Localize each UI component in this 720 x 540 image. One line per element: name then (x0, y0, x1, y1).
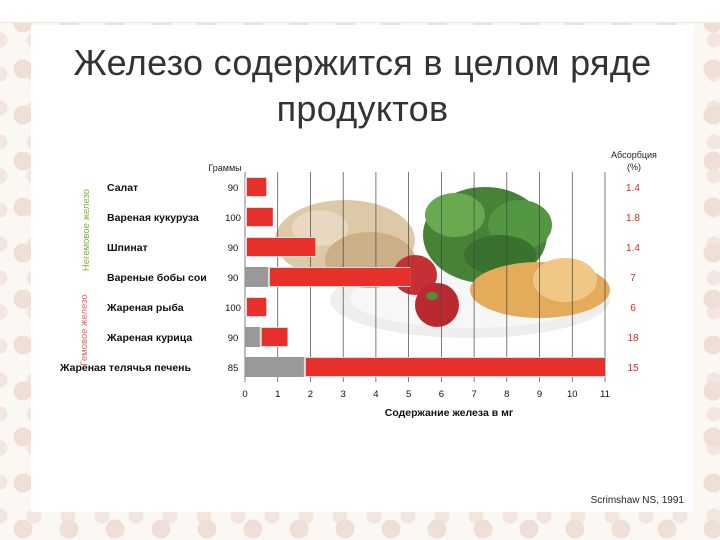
x-tick-label: 2 (308, 389, 313, 400)
grams-value: 85 (228, 363, 239, 374)
bar-iron (305, 358, 605, 376)
top-frame-line (0, 22, 720, 23)
bar-heme (245, 267, 268, 287)
food-illustration (275, 187, 610, 338)
absorption-unit: (%) (627, 162, 641, 172)
group-label-heme: Гемовое железо (79, 294, 90, 365)
bar-heme (245, 357, 304, 377)
grams-value: 100 (225, 213, 241, 224)
category-label: Жареная рыба (106, 302, 184, 314)
x-tick-label: 10 (567, 389, 578, 400)
absorption-value: 7 (630, 273, 636, 284)
absorption-value: 15 (627, 363, 639, 374)
bar-iron (261, 328, 288, 346)
bar-heme (245, 327, 260, 347)
top-frame (0, 0, 720, 22)
category-label: Вареные бобы сои (107, 272, 207, 284)
grams-value: 90 (228, 333, 239, 344)
category-label: Жареная телячья печень (59, 362, 192, 374)
slide-title: Железо содержится в целом ряде продуктов (73, 42, 652, 129)
grams-value: 90 (228, 243, 239, 254)
bar-iron (247, 298, 267, 316)
category-label: Шпинат (107, 242, 148, 254)
x-tick-label: 0 (242, 389, 247, 400)
x-tick-label: 4 (373, 389, 378, 400)
x-tick-label: 6 (439, 389, 444, 400)
x-tick-label: 9 (537, 389, 542, 400)
absorption-value: 1.4 (626, 243, 640, 254)
grams-value: 90 (228, 273, 239, 284)
x-tick-label: 11 (600, 389, 610, 400)
x-tick-label: 5 (406, 389, 411, 400)
category-label: Салат (107, 182, 138, 194)
chart-rows: Салат 90 1.4 Вареная кукуруза 100 1.8 Шпинат 90… (59, 177, 640, 377)
x-tick-label: 3 (341, 389, 346, 400)
source-credit: Scrimshaw NS, 1991 (590, 495, 684, 506)
group-label-nonheme: Негемовое железо (81, 189, 92, 271)
absorption-value: 1.4 (626, 183, 640, 194)
category-label: Вареная кукуруза (107, 212, 199, 224)
category-label: Жареная курица (106, 332, 192, 344)
grams-value: 90 (228, 183, 239, 194)
bar-iron (247, 238, 316, 256)
grams-value: 100 (225, 303, 241, 314)
absorption-value: 6 (630, 303, 636, 314)
x-axis-title: Содержание железа в мг (385, 407, 514, 419)
x-axis-ticks: 0 1 2 3 4 5 6 7 8 9 10 11 (242, 389, 610, 400)
grams-header: Граммы (208, 163, 241, 173)
bar-iron (269, 268, 411, 286)
absorption-value: 1.8 (626, 213, 640, 224)
bar-iron (247, 208, 273, 226)
x-tick-label: 7 (471, 389, 476, 400)
absorption-header: Абсорбция (611, 150, 657, 160)
bar-iron (247, 178, 267, 196)
x-tick-label: 1 (275, 389, 280, 400)
absorption-value: 18 (627, 333, 639, 344)
x-tick-label: 8 (504, 389, 509, 400)
